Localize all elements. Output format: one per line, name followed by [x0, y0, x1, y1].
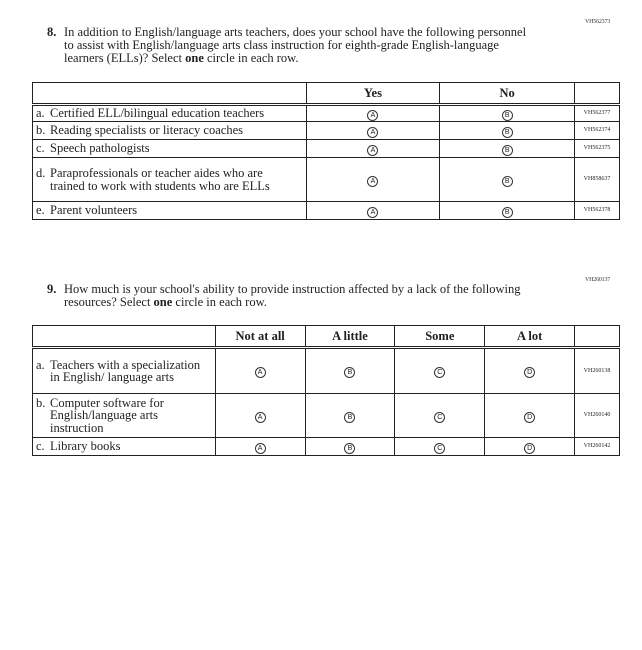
- row-label: b. Reading specialists or literacy coache…: [32, 121, 307, 140]
- column-header: Yes: [305, 82, 441, 106]
- question-number: 9.: [47, 282, 57, 296]
- answer-circle-a-lot[interactable]: D: [524, 367, 536, 378]
- answer-circle-yes[interactable]: A: [367, 126, 379, 138]
- answer-circle-a-lot[interactable]: D: [524, 442, 536, 454]
- question-code: VH562373: [585, 19, 611, 25]
- table-row: d. Paraprofessionals or teacher aides who…: [32, 157, 620, 202]
- column-header: Some: [394, 325, 486, 349]
- answer-circle-not-at-all[interactable]: A: [254, 411, 266, 423]
- answer-circle-yes[interactable]: A: [367, 175, 379, 187]
- answer-circle-not-at-all[interactable]: A: [254, 367, 266, 378]
- item-code: VH260140: [574, 393, 620, 438]
- question-text: How much is your school's ability to pro…: [64, 282, 521, 309]
- question-text: In addition to English/language arts tea…: [64, 25, 527, 65]
- item-code: VH562377: [574, 104, 620, 122]
- table-row: a. Teachers with a specialization in Engl…: [32, 347, 620, 394]
- row-label: a. Certified ELL/bilingual education teac…: [32, 104, 307, 122]
- answer-circle-not-at-all[interactable]: A: [254, 442, 266, 454]
- item-code: VH260142: [574, 437, 620, 456]
- question-8-table: Yes No a. Certified ELL/bilingual educatio…: [32, 82, 620, 220]
- table-row: b. Computer software for English/language…: [32, 393, 620, 438]
- answer-circle-yes[interactable]: A: [367, 144, 379, 156]
- answer-circle-a-little[interactable]: B: [344, 442, 356, 454]
- answer-circle-a-little[interactable]: B: [344, 411, 356, 423]
- question-number: 8.: [47, 25, 57, 39]
- item-code: VH858637: [574, 157, 620, 202]
- item-code: VH562375: [574, 139, 620, 158]
- item-code: VH562378: [574, 201, 620, 220]
- row-label: d. Paraprofessionals or teacher aides who…: [32, 157, 307, 202]
- answer-circle-no[interactable]: B: [501, 206, 513, 218]
- question-code: VH260137: [585, 277, 611, 283]
- row-label: b. Computer software for English/language…: [32, 393, 216, 438]
- column-header: No: [439, 82, 576, 106]
- table-row: c. Speech pathologists A B VH562375: [32, 139, 620, 158]
- answer-circle-no[interactable]: B: [501, 109, 513, 121]
- table-row: c. Library books A B C D VH260142: [32, 437, 620, 456]
- table-row: b. Reading specialists or literacy coache…: [32, 121, 620, 140]
- question-9-table: Not at all A little Some A lot a. Teachers w…: [32, 325, 620, 456]
- table-row: e. Parent volunteers A B VH562378: [32, 201, 620, 220]
- row-label: e. Parent volunteers: [32, 201, 307, 220]
- answer-circle-some[interactable]: C: [434, 411, 446, 423]
- item-code: VH562374: [574, 121, 620, 140]
- answer-circle-yes[interactable]: A: [367, 206, 379, 218]
- answer-circle-no[interactable]: B: [501, 126, 513, 138]
- answer-circle-a-little[interactable]: B: [344, 367, 356, 378]
- answer-circle-no[interactable]: B: [501, 144, 513, 156]
- row-label: a. Teachers with a specialization in Engl…: [32, 347, 216, 394]
- column-header: Not at all: [214, 325, 306, 349]
- answer-circle-a-lot[interactable]: D: [524, 411, 536, 423]
- answer-circle-some[interactable]: C: [434, 442, 446, 454]
- column-header: A lot: [484, 325, 576, 349]
- table-row: a. Certified ELL/bilingual education teac…: [32, 104, 620, 122]
- answer-circle-no[interactable]: B: [501, 175, 513, 187]
- row-label: c. Library books: [32, 437, 216, 456]
- question-9: 9. How much is your school's ability to …: [47, 282, 520, 309]
- answer-circle-some[interactable]: C: [434, 367, 446, 378]
- question-8: 8. In addition to English/language arts …: [47, 25, 526, 65]
- answer-circle-yes[interactable]: A: [367, 109, 379, 121]
- row-label: c. Speech pathologists: [32, 139, 307, 158]
- item-code: VH260138: [574, 347, 620, 394]
- column-header: A little: [304, 325, 396, 349]
